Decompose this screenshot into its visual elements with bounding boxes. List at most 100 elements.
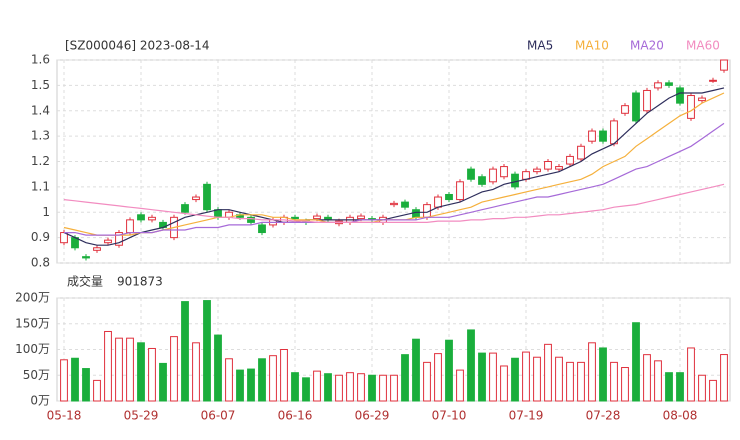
volume-bar: [159, 362, 167, 402]
candle-body: [104, 239, 112, 244]
volume-bar: [60, 359, 68, 402]
legend-label: MA10: [575, 39, 609, 53]
candle-body: [720, 59, 728, 71]
volume-bar: [687, 347, 695, 402]
y-tick-label: 1.6: [31, 53, 50, 67]
volume-bar: [346, 372, 354, 402]
candle-body: [137, 214, 145, 221]
y-tick-label: 0.9: [31, 230, 50, 244]
candle-body: [126, 219, 134, 234]
volume-tick-label: 50万: [23, 368, 50, 382]
x-tick-label: 07-10: [432, 409, 467, 423]
x-tick-label: 06-07: [201, 409, 236, 423]
chart-title: [SZ000046] 2023-08-14: [65, 39, 210, 53]
volume-bar: [181, 301, 189, 402]
volume-bar: [643, 354, 651, 402]
volume-title: 成交量: [67, 274, 103, 289]
volume-bar: [302, 377, 310, 402]
candle-body: [445, 193, 453, 201]
volume-bar: [104, 330, 112, 402]
x-tick-label: 06-29: [355, 409, 390, 423]
candle-body: [511, 173, 519, 188]
volume-bar: [258, 358, 266, 402]
volume-bar: [357, 373, 365, 402]
volume-bar: [522, 351, 530, 402]
volume-bar: [621, 367, 629, 402]
volume-bar: [82, 368, 90, 402]
candle-body: [665, 82, 673, 86]
volume-tick-label: 0万: [30, 394, 50, 408]
volume-bar: [511, 357, 519, 402]
ma-line: [63, 87, 725, 246]
candle-body: [456, 181, 464, 201]
volume-bar: [390, 374, 398, 402]
volume-bar: [599, 347, 607, 402]
volume-bar: [720, 354, 728, 402]
candle-body: [489, 168, 497, 183]
candle-body: [621, 105, 629, 114]
candle-body: [401, 201, 409, 208]
volume-bar: [71, 357, 79, 402]
volume-bar: [291, 372, 299, 402]
candle-body: [599, 130, 607, 142]
volume-bar: [654, 360, 662, 402]
volume-bar: [489, 352, 497, 402]
volume-bar: [214, 334, 222, 402]
candle-body: [588, 130, 596, 142]
candle-body: [247, 216, 255, 223]
candle-body: [93, 247, 101, 251]
volume-bar: [555, 356, 563, 402]
x-tick-label: 05-29: [124, 409, 159, 423]
x-tick-label: 07-19: [509, 409, 544, 423]
volume-bar: [500, 365, 508, 402]
candle-body: [357, 215, 365, 220]
volume-bar: [412, 338, 420, 402]
candle-body: [544, 161, 552, 170]
candle-body: [82, 256, 90, 259]
volume-bar: [379, 374, 387, 402]
volume-bar: [577, 361, 585, 402]
candle-body: [258, 224, 266, 234]
x-tick-label: 08-08: [663, 409, 698, 423]
candle-body: [555, 166, 563, 170]
x-tick-label: 05-18: [47, 409, 82, 423]
volume-bar: [137, 342, 145, 402]
volume-bar: [148, 347, 156, 402]
volume-bar: [335, 374, 343, 402]
candle-body: [467, 168, 475, 180]
volume-bar: [203, 300, 211, 402]
volume-bar: [192, 342, 200, 402]
y-tick-label: 1.1: [31, 179, 50, 193]
volume-bar: [368, 374, 376, 402]
volume-bar: [610, 361, 618, 402]
ma-line: [63, 183, 725, 223]
candle-body: [687, 95, 695, 119]
candle-body: [500, 166, 508, 178]
volume-bar: [313, 370, 321, 402]
volume-bar: [269, 355, 277, 402]
candle-body: [115, 232, 123, 246]
volume-bar: [445, 339, 453, 402]
volume-bar: [93, 379, 101, 402]
candle-body: [412, 209, 420, 218]
x-tick-label: 07-28: [586, 409, 621, 423]
y-tick-label: 1.2: [31, 154, 50, 168]
volume-bar: [533, 356, 541, 402]
candle-body: [478, 176, 486, 185]
volume-tick-label: 200万: [15, 291, 50, 305]
volume-bar: [665, 372, 673, 402]
candle-body: [434, 196, 442, 208]
volume-bar: [225, 358, 233, 402]
volume-bar: [566, 361, 574, 402]
volume-bar: [456, 369, 464, 402]
volume-bar: [544, 343, 552, 402]
volume-bar: [709, 379, 717, 402]
legend-label: MA60: [686, 39, 720, 53]
volume-bar: [280, 349, 288, 402]
candle-body: [654, 82, 662, 89]
ma-line: [64, 122, 725, 236]
y-tick-label: 1: [42, 205, 50, 219]
volume-bar: [115, 337, 123, 402]
volume-bar: [434, 353, 442, 402]
